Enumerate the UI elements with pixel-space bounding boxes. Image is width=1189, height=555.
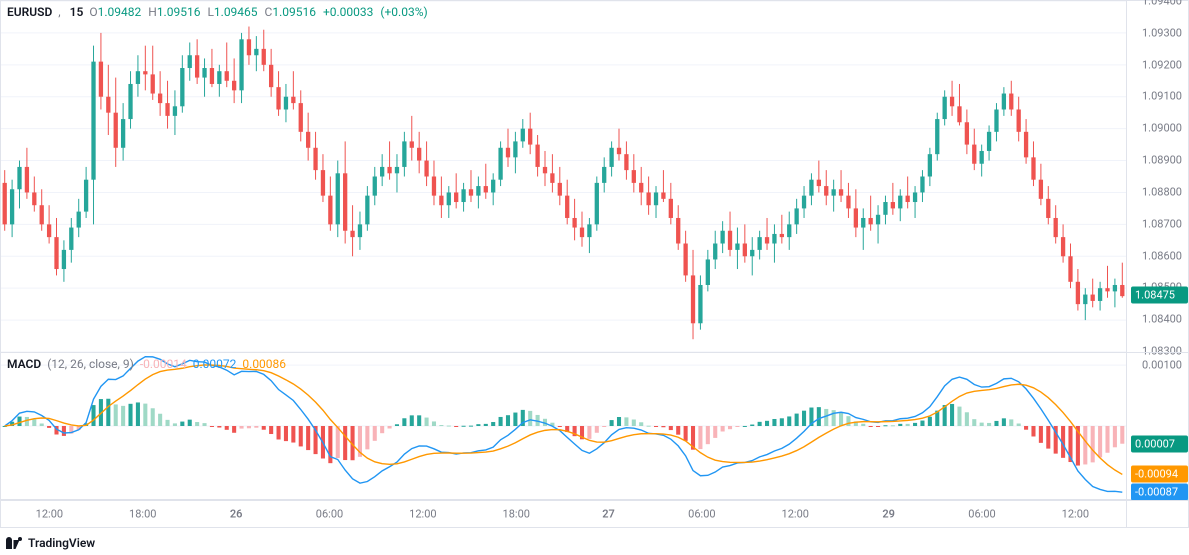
macd-y-tick: 0.00100 xyxy=(1142,359,1182,372)
price-y-tick: 1.08800 xyxy=(1142,185,1182,198)
time-tick: 26 xyxy=(230,508,243,521)
price-y-tick: 1.08700 xyxy=(1142,217,1182,230)
time-tick: 29 xyxy=(882,508,895,521)
last-price-tag: 1.08475 xyxy=(1131,287,1188,304)
price-y-tick: 1.08600 xyxy=(1142,249,1182,262)
macd-y-axis[interactable]: 0.00100 0.00007 -0.00087-0.00094 xyxy=(1126,353,1188,499)
time-tick: 18:00 xyxy=(503,508,530,521)
time-tick: 06:00 xyxy=(968,508,995,521)
time-tick: 12:00 xyxy=(36,508,63,521)
price-y-axis[interactable]: 1.09400 1.09300 1.09200 1.09100 1.09000 1.089… xyxy=(1126,1,1188,352)
macd-value-tag: -0.00087 xyxy=(1131,484,1188,501)
ohlc-readout: O1.09482 H1.09516 L1.09465 C1.09516 +0.0… xyxy=(89,5,431,19)
macd-hist-value: -0.00014 xyxy=(140,357,187,371)
price-legend: EURUSD, 15 O1.09482 H1.09516 L1.09465 C1… xyxy=(7,5,432,19)
macd-legend: MACD (12, 26, close, 9) -0.00014 0.00072… xyxy=(7,357,286,371)
time-tick: 06:00 xyxy=(688,508,715,521)
symbol-label[interactable]: EURUSD xyxy=(7,5,52,19)
macd-pane[interactable]: MACD (12, 26, close, 9) -0.00014 0.00072… xyxy=(0,352,1189,500)
time-tick: 18:00 xyxy=(129,508,156,521)
macd-title[interactable]: MACD xyxy=(7,357,41,371)
macd-signal-value: 0.00086 xyxy=(242,357,286,371)
time-tick: 06:00 xyxy=(316,508,343,521)
price-y-tick: 1.09100 xyxy=(1142,90,1182,103)
time-tick: 12:00 xyxy=(409,508,436,521)
macd-value-tag: 0.00007 xyxy=(1131,435,1188,452)
price-y-tick: 1.09400 xyxy=(1142,0,1182,8)
price-pane[interactable]: EURUSD, 15 O1.09482 H1.09516 L1.09465 C1… xyxy=(0,0,1189,352)
price-y-tick: 1.09000 xyxy=(1142,122,1182,135)
chart-root: EURUSD, 15 O1.09482 H1.09516 L1.09465 C1… xyxy=(0,0,1189,555)
attribution-text: TradingView xyxy=(28,536,95,550)
price-y-tick: 1.09200 xyxy=(1142,58,1182,71)
price-y-tick: 1.09300 xyxy=(1142,26,1182,39)
price-y-tick: 1.08900 xyxy=(1142,154,1182,167)
time-tick: 12:00 xyxy=(1062,508,1089,521)
macd-params: (12, 26, close, 9) xyxy=(47,357,134,371)
interval-label: 15 xyxy=(70,5,84,19)
time-tick: 12:00 xyxy=(782,508,809,521)
macd-value-tag: -0.00094 xyxy=(1131,466,1188,483)
time-tick: 27 xyxy=(602,508,615,521)
time-axis[interactable]: 12:00 18:00 26 06:00 12:00 18:00 27 06:00 12:00 2… xyxy=(0,500,1189,528)
tradingview-logo-icon xyxy=(6,537,24,549)
macd-line-value: 0.00072 xyxy=(193,357,237,371)
price-y-tick: 1.08400 xyxy=(1142,313,1182,326)
attribution-footer: TradingView xyxy=(0,531,1189,555)
